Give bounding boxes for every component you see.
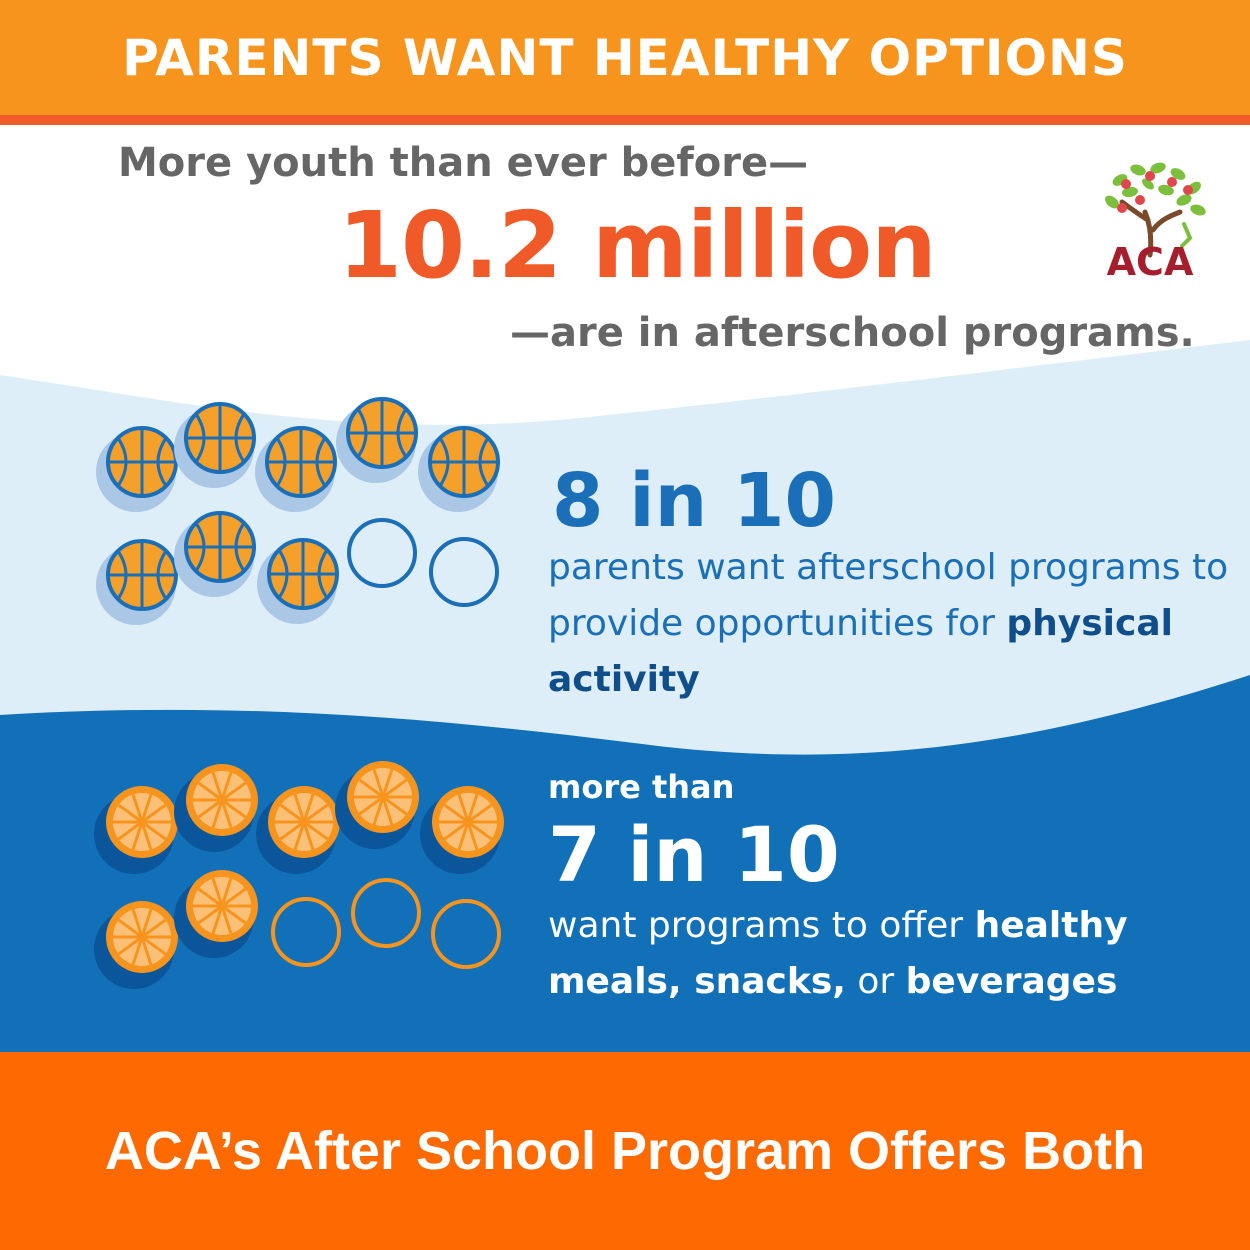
empty-circle-icon bbox=[351, 878, 421, 948]
basketball-icon bbox=[255, 426, 337, 512]
nutrition-description: want programs to offer healthy meals, sn… bbox=[548, 898, 1238, 1010]
basketball-icon bbox=[96, 426, 178, 512]
tree-logo-icon bbox=[1105, 162, 1206, 258]
nutrition-desc-text-1: want programs to offer bbox=[548, 905, 975, 946]
nutrition-desc-bold-2: beverages bbox=[905, 961, 1118, 1002]
orange-slice-icon bbox=[94, 786, 178, 874]
page-title: PARENTS WANT HEALTHY OPTIONS bbox=[122, 28, 1128, 87]
empty-circle-icon bbox=[429, 537, 499, 607]
basketball-grid bbox=[96, 397, 500, 625]
intro-figure: 10.2 million bbox=[338, 192, 937, 299]
empty-circle-icon bbox=[271, 897, 341, 967]
orange-slice-icon bbox=[420, 786, 504, 874]
header-divider bbox=[0, 115, 1250, 125]
physical-stat: 8 in 10 bbox=[552, 458, 837, 544]
header-banner: PARENTS WANT HEALTHY OPTIONS bbox=[0, 0, 1250, 115]
basketball-icon bbox=[174, 511, 256, 597]
basketball-icon bbox=[174, 402, 256, 488]
empty-circle-icon bbox=[431, 899, 501, 969]
physical-description: parents want afterschool programs to pro… bbox=[548, 540, 1238, 708]
footer-banner: ACA’s After School Program Offers Both bbox=[0, 1052, 1250, 1250]
logo-text: ACA bbox=[1106, 240, 1194, 284]
basketball-icon bbox=[257, 538, 339, 624]
empty-circle-icon bbox=[347, 518, 417, 588]
basketball-icon bbox=[96, 539, 178, 625]
physical-desc-text: parents want afterschool programs to pro… bbox=[548, 547, 1229, 644]
orange-slice-icon bbox=[174, 870, 258, 958]
intro-trail: —are in afterschool programs. bbox=[510, 310, 1195, 356]
nutrition-stat: 7 in 10 bbox=[548, 810, 840, 899]
nutrition-desc-bold-1: healthy meals, snacks, bbox=[548, 905, 1128, 1002]
physical-desc-bold: physical activity bbox=[548, 603, 1173, 700]
footer-title: ACA’s After School Program Offers Both bbox=[104, 1121, 1146, 1181]
nutrition-desc-text-2: or bbox=[845, 961, 906, 1002]
orange-slice-icon bbox=[94, 901, 178, 989]
orange-grid bbox=[94, 761, 504, 989]
orange-slice-icon bbox=[335, 761, 419, 849]
orange-slice-icon bbox=[174, 764, 258, 852]
orange-slice-icon bbox=[256, 786, 340, 874]
basketball-icon bbox=[336, 397, 418, 483]
intro-lead: More youth than ever before— bbox=[118, 140, 809, 186]
basketball-icon bbox=[418, 426, 500, 512]
nutrition-prefix: more than bbox=[548, 768, 735, 806]
